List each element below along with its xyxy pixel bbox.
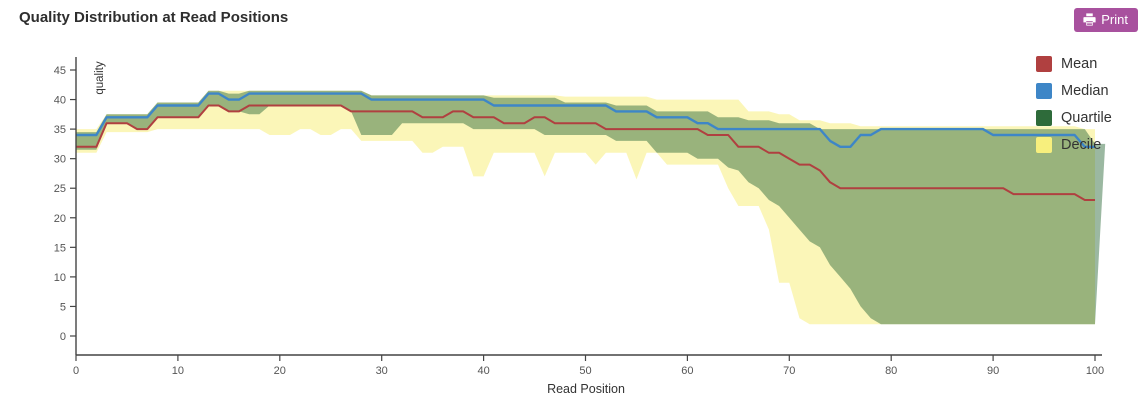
y-tick-label: 45 [54,65,66,77]
y-tick-label: 40 [54,95,66,107]
chart-axes: 0 5 10 15 20 25 30 35 40 45 0 10 20 30 40 50 60 70 80 90 100 [54,57,1104,377]
x-tick-label: 80 [885,365,897,377]
y-tick-label: 0 [60,331,66,343]
y-tick-label: 20 [54,213,66,225]
chart-bands [76,90,1106,325]
legend-item-quartile[interactable]: Quartile [1036,104,1112,131]
legend-swatch-median [1036,82,1052,99]
legend-label: Mean [1061,55,1098,72]
page-title: Quality Distribution at Read Positions [19,9,289,26]
print-button[interactable]: Print [1074,8,1138,32]
legend-label: Median [1061,82,1109,99]
y-tick-label: 10 [54,272,66,284]
median-line [76,92,1095,148]
y-tick-label: 15 [54,242,66,254]
x-tick-label: 70 [783,365,795,377]
x-tick-label: 60 [681,365,693,377]
quartile-band [76,90,1106,325]
legend-swatch-mean [1036,55,1052,72]
y-tick-label: 25 [54,183,66,195]
x-tick-label: 100 [1086,365,1104,377]
legend-label: Decile [1061,136,1102,153]
legend-swatch-decile [1036,136,1052,153]
x-tick-label: 40 [477,365,489,377]
y-tick-label: 5 [60,301,66,313]
legend-item-mean[interactable]: Mean [1036,50,1112,77]
chart-lines [76,92,1095,201]
legend-label: Quartile [1061,109,1112,126]
x-tick-label: 30 [376,365,388,377]
legend-item-median[interactable]: Median [1036,77,1112,104]
x-tick-label: 10 [172,365,184,377]
y-tick-label: 30 [54,154,66,166]
print-icon [1083,13,1096,26]
print-button-label: Print [1101,12,1128,27]
legend-swatch-quartile [1036,109,1052,126]
chart-legend: Mean Median Quartile Decile [1036,50,1112,158]
x-tick-label: 90 [987,365,999,377]
decile-band [76,90,1095,325]
y-tick-label: 35 [54,124,66,136]
y-axis-label: quality [94,61,106,94]
x-tick-label: 50 [579,365,591,377]
x-axis-label: Read Position [547,382,625,396]
x-tick-label: 0 [73,365,79,377]
x-tick-label: 20 [274,365,286,377]
legend-item-decile[interactable]: Decile [1036,131,1112,158]
mean-line [76,104,1095,201]
